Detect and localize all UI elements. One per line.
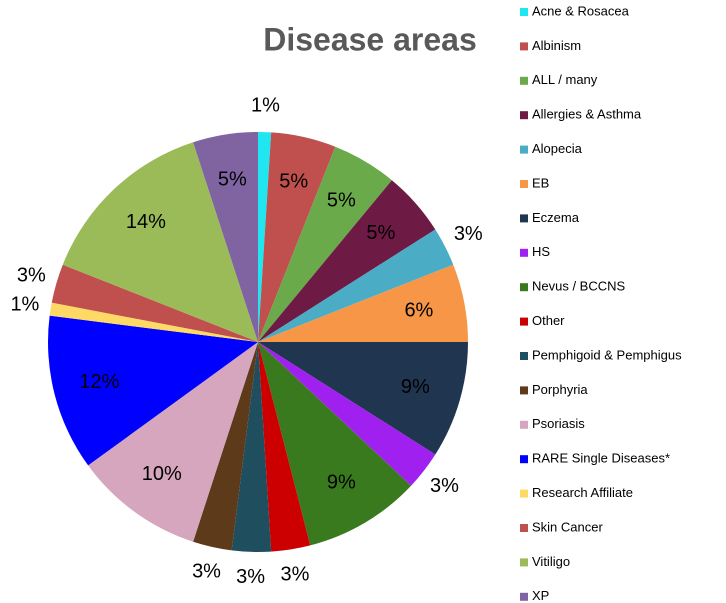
data-label: 1% bbox=[251, 94, 280, 116]
pie-slice bbox=[62, 142, 259, 342]
data-label: 3% bbox=[236, 566, 265, 588]
pie-slice bbox=[258, 146, 392, 342]
legend-label: HS bbox=[532, 244, 550, 259]
data-label: 6% bbox=[404, 300, 433, 322]
pie-slice bbox=[193, 342, 258, 551]
legend-swatch bbox=[520, 558, 528, 567]
pie-slice bbox=[51, 264, 258, 342]
data-label: 9% bbox=[327, 471, 356, 493]
legend-label: Porphyria bbox=[532, 382, 588, 397]
data-label: 3% bbox=[17, 264, 46, 286]
pie-slice bbox=[258, 229, 454, 342]
legend-swatch bbox=[520, 76, 528, 85]
legend-label: XP bbox=[532, 588, 549, 603]
legend-label: Other bbox=[532, 313, 565, 328]
data-label: 3% bbox=[280, 563, 309, 585]
legend-swatch bbox=[520, 352, 528, 360]
pie-slice bbox=[258, 264, 468, 342]
legend-label: ALL / many bbox=[532, 72, 598, 87]
pie-slice bbox=[193, 132, 258, 342]
data-label: 9% bbox=[401, 376, 430, 398]
data-label: 12% bbox=[79, 371, 119, 393]
pie-slice bbox=[88, 342, 258, 542]
legend-label: Albinism bbox=[532, 38, 581, 53]
pie-slice bbox=[258, 342, 468, 455]
pie-slice bbox=[258, 342, 412, 546]
data-label: 5% bbox=[327, 189, 356, 211]
legend-label: Eczema bbox=[532, 210, 580, 225]
legend-swatch bbox=[520, 248, 528, 257]
data-label: 5% bbox=[279, 170, 308, 192]
legend-label: Pemphigoid & Pemphigus bbox=[532, 347, 682, 362]
legend-label: Vitiligo bbox=[532, 554, 570, 569]
pie-slice bbox=[258, 132, 336, 342]
legend-swatch bbox=[520, 317, 528, 326]
legend-swatch bbox=[520, 214, 528, 223]
data-label: 1% bbox=[10, 293, 39, 315]
data-label: 3% bbox=[430, 475, 459, 497]
data-label: 3% bbox=[454, 223, 483, 245]
legend-swatch bbox=[520, 489, 528, 498]
pie-slice bbox=[49, 302, 258, 342]
data-label: 5% bbox=[218, 168, 247, 190]
legend-label: Acne & Rosacea bbox=[532, 3, 630, 18]
legend-swatch bbox=[520, 42, 528, 51]
legend-label: EB bbox=[532, 175, 549, 190]
legend-label: Allergies & Asthma bbox=[532, 107, 642, 122]
legend-label: Nevus / BCCNS bbox=[532, 279, 626, 294]
pie-slice bbox=[258, 342, 436, 486]
legend-swatch bbox=[520, 592, 528, 601]
legend-label: Research Affiliate bbox=[532, 485, 633, 500]
data-label: 5% bbox=[366, 222, 395, 244]
legend-swatch bbox=[520, 180, 528, 188]
legend-label: Psoriasis bbox=[532, 416, 585, 431]
legend-swatch bbox=[520, 420, 528, 429]
legend-swatch bbox=[520, 524, 528, 532]
data-label: 14% bbox=[126, 211, 166, 233]
data-label: 3% bbox=[192, 561, 221, 583]
legend-label: Skin Cancer bbox=[532, 519, 603, 534]
pie-slice bbox=[258, 180, 436, 342]
legend-label: Alopecia bbox=[532, 141, 583, 156]
data-label: 10% bbox=[142, 463, 182, 485]
legend-swatch bbox=[520, 8, 528, 16]
legend-swatch bbox=[520, 283, 528, 292]
legend-swatch bbox=[520, 455, 528, 464]
pie-slice bbox=[48, 315, 258, 466]
pie-slice bbox=[258, 132, 272, 342]
legend-swatch bbox=[520, 145, 528, 154]
legend-swatch bbox=[520, 111, 528, 120]
legend-swatch bbox=[520, 386, 528, 395]
pie-slice bbox=[231, 342, 272, 553]
chart-title: Disease areas bbox=[263, 21, 477, 57]
pie-slice bbox=[258, 342, 311, 552]
legend-label: RARE Single Diseases* bbox=[532, 451, 670, 466]
